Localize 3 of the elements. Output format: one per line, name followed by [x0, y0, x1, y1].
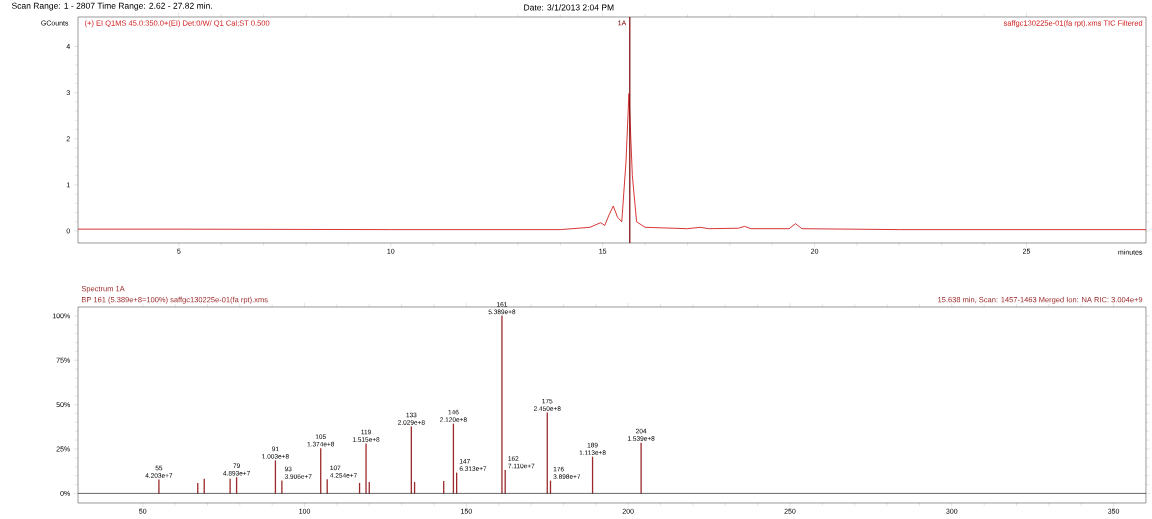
chart-title: Scan Range: 1 - 2807 Time Range: 2.62 - 27.82 min.	[11, 2, 212, 11]
chart-subtitle: Date: 3/1/2013 2:04 PM	[524, 4, 614, 11]
line-series	[77, 93, 1147, 231]
